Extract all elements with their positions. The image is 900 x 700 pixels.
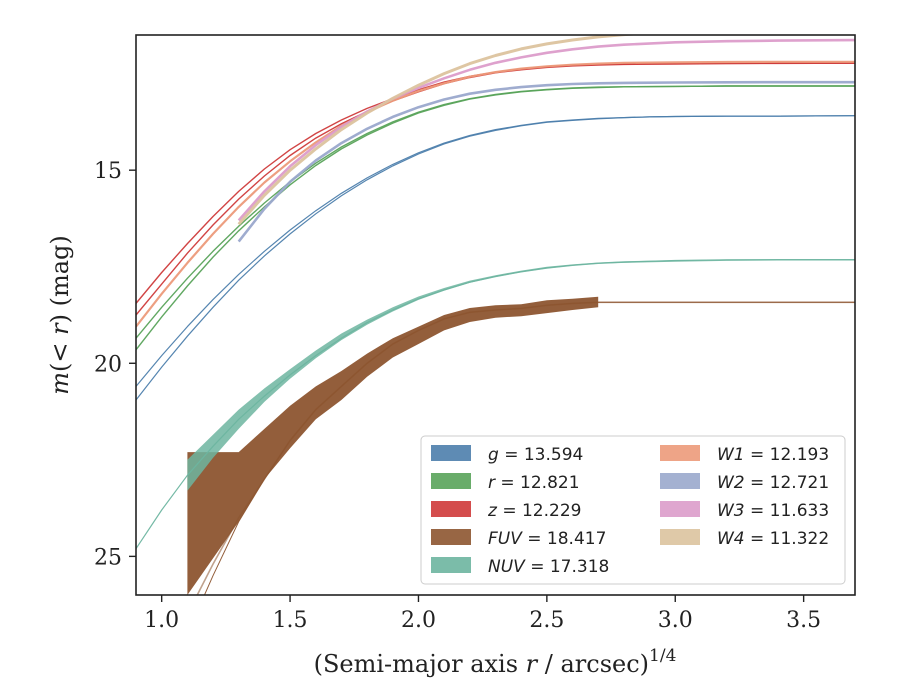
legend-label-nuv: NUV = 17.318: [488, 557, 609, 577]
legend-entry-w3: W3 = 11.633: [660, 501, 829, 521]
legend-swatch-nuv: [431, 557, 471, 573]
legend-entry-nuv: NUV = 17.318: [431, 557, 609, 577]
series-r: [136, 85, 855, 351]
x-axis-ticks: 1.0 1.5 2.0 2.5 3.0 3.5: [144, 595, 821, 633]
legend-label-w1: W1 = 12.193: [717, 445, 829, 465]
legend-label-fuv: FUV = 18.417: [488, 529, 606, 549]
legend-label-z: z = 12.229: [487, 501, 581, 521]
x-tick-label: 1.5: [273, 608, 308, 633]
x-tick-label: 3.5: [786, 608, 821, 633]
y-tick-label: 25: [94, 545, 122, 570]
series-fuv-line: [203, 301, 855, 595]
series-w2-line: [237, 80, 855, 243]
series-r-line: [136, 85, 855, 339]
legend-entry-r: r = 12.821: [431, 473, 580, 493]
x-axis-label: (Semi-major axis r / arcsec)1/4: [314, 646, 677, 678]
legend-swatch-w4: [660, 529, 700, 545]
legend-entry-w2: W2 = 12.721: [660, 473, 829, 493]
legend-swatch-fuv: [431, 529, 471, 545]
legend-swatch-g: [431, 445, 471, 461]
series-w2: [237, 80, 855, 243]
legend: g = 13.594 r = 12.821 z = 12.229 FUV = 18.4…: [420, 435, 846, 585]
legend-label-r: r = 12.821: [488, 473, 580, 493]
legend-box: [420, 435, 846, 585]
x-tick-label: 2.0: [401, 608, 436, 633]
y-axis-label: m(< r) (mag): [46, 235, 74, 395]
legend-label-w2: W2 = 12.721: [717, 473, 829, 493]
series-w4-line: [237, 35, 643, 226]
legend-entry-g: g = 13.594: [431, 445, 583, 465]
series-z-line: [136, 62, 855, 304]
series-fuv: [187, 296, 855, 614]
x-tick-label: 1.0: [144, 608, 179, 633]
series-w1-line: [136, 60, 855, 328]
legend-swatch-w2: [660, 473, 700, 489]
legend-swatch-r: [431, 473, 471, 489]
series-z: [136, 62, 855, 316]
x-tick-label: 3.0: [658, 608, 693, 633]
series-z-line-secondary: [136, 62, 855, 316]
x-tick-label: 2.5: [529, 608, 564, 633]
legend-entry-fuv: FUV = 18.417: [431, 529, 606, 549]
series-r-line-secondary: [136, 85, 855, 351]
series-fuv-lower-block: [187, 595, 226, 614]
legend-entry-z: z = 12.229: [431, 501, 581, 521]
y-tick-label: 20: [94, 352, 122, 377]
legend-swatch-w1: [660, 445, 700, 461]
series-w4: [237, 35, 643, 226]
legend-entry-w1: W1 = 12.193: [660, 445, 829, 465]
legend-swatch-z: [431, 501, 471, 517]
legend-label-w3: W3 = 11.633: [717, 501, 829, 521]
series-g-line-secondary: [136, 115, 855, 401]
series-w1: [136, 60, 855, 328]
series-g-line: [136, 115, 855, 387]
series-nuv-line: [136, 259, 855, 550]
plot-series-group: [136, 35, 855, 614]
legend-label-w4: W4 = 11.322: [717, 529, 829, 549]
legend-swatch-w3: [660, 501, 700, 517]
series-fuv-uncertainty-band: [187, 296, 599, 595]
legend-label-g: g = 13.594: [488, 445, 583, 465]
series-g: [136, 115, 855, 401]
series-nuv: [136, 259, 855, 550]
plot-frame: [135, 34, 856, 596]
series-w3: [237, 38, 855, 222]
legend-entry-w4: W4 = 11.322: [660, 529, 829, 549]
series-w3-line: [237, 38, 855, 222]
y-axis-ticks: 15 20 25: [94, 159, 136, 570]
y-tick-label: 15: [94, 159, 122, 184]
